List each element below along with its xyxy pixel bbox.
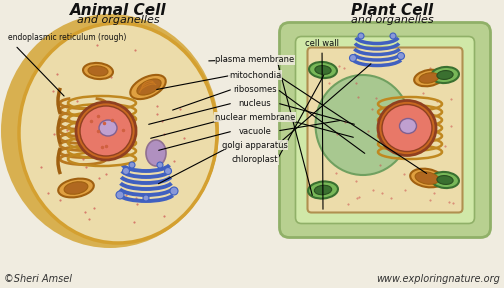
Circle shape: [157, 162, 163, 168]
Text: endoplasmic reticulum (rough): endoplasmic reticulum (rough): [8, 33, 127, 96]
FancyBboxPatch shape: [280, 22, 490, 238]
Ellipse shape: [431, 67, 459, 83]
Circle shape: [349, 54, 356, 62]
FancyBboxPatch shape: [295, 37, 474, 223]
Ellipse shape: [309, 62, 337, 78]
Text: nuclear membrane: nuclear membrane: [215, 113, 295, 122]
Ellipse shape: [437, 71, 453, 79]
Ellipse shape: [431, 172, 459, 188]
FancyBboxPatch shape: [307, 48, 463, 213]
Ellipse shape: [137, 79, 161, 95]
Ellipse shape: [58, 179, 94, 197]
Circle shape: [116, 191, 124, 199]
Text: Animal Cell: Animal Cell: [70, 3, 166, 18]
Circle shape: [122, 168, 130, 175]
Ellipse shape: [414, 70, 444, 86]
Circle shape: [398, 52, 405, 60]
Ellipse shape: [146, 140, 166, 166]
Ellipse shape: [80, 106, 132, 156]
Text: golgi apparatus: golgi apparatus: [222, 141, 288, 149]
Ellipse shape: [76, 102, 136, 160]
Text: www.exploringnature.org: www.exploringnature.org: [376, 274, 500, 284]
Ellipse shape: [315, 66, 331, 74]
Text: vacuole: vacuole: [238, 126, 272, 135]
Text: Plant Cell: Plant Cell: [351, 3, 433, 18]
Text: chloroplast: chloroplast: [232, 156, 278, 164]
Text: plasma membrane: plasma membrane: [215, 56, 295, 65]
Ellipse shape: [88, 66, 108, 76]
Circle shape: [143, 195, 149, 201]
Ellipse shape: [378, 101, 436, 156]
Text: ©Sheri Amsel: ©Sheri Amsel: [4, 274, 72, 284]
Ellipse shape: [99, 120, 117, 136]
Text: mitochondia: mitochondia: [229, 71, 281, 79]
Circle shape: [390, 33, 396, 39]
Ellipse shape: [19, 23, 217, 243]
Ellipse shape: [419, 73, 439, 83]
Ellipse shape: [64, 182, 88, 194]
Ellipse shape: [382, 105, 432, 151]
Ellipse shape: [83, 63, 113, 79]
Circle shape: [170, 187, 178, 195]
Ellipse shape: [400, 118, 416, 134]
Text: nucleus: nucleus: [238, 98, 271, 107]
Circle shape: [358, 33, 364, 39]
Ellipse shape: [316, 75, 410, 175]
Text: ribosomes: ribosomes: [233, 84, 277, 94]
Ellipse shape: [410, 169, 444, 187]
Text: cell wall: cell wall: [305, 39, 339, 209]
Ellipse shape: [130, 75, 166, 99]
Ellipse shape: [437, 176, 453, 184]
Text: and organelles: and organelles: [77, 15, 159, 25]
Ellipse shape: [308, 181, 338, 198]
Circle shape: [164, 168, 171, 175]
Text: and organelles: and organelles: [351, 15, 433, 25]
Ellipse shape: [314, 185, 332, 195]
Ellipse shape: [415, 172, 439, 184]
Ellipse shape: [1, 14, 219, 248]
Circle shape: [129, 162, 135, 168]
